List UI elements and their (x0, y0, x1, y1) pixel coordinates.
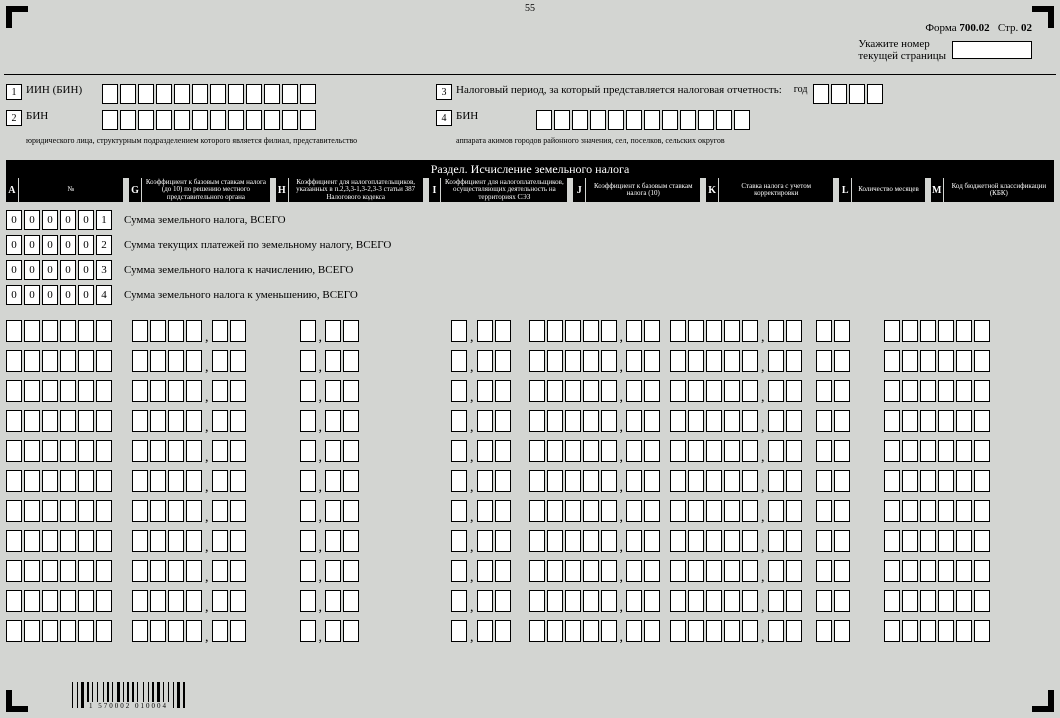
year-label: год (794, 84, 808, 95)
corner-mark-br (1032, 690, 1054, 712)
header-right: Форма 700.02 Стр. 02 Укажите номер текущ… (858, 22, 1032, 62)
field-period: 3 Налоговый период, за который представл… (436, 84, 1056, 104)
field-num-4: 4 (436, 110, 452, 126)
page-input-label: Укажите номер текущей страницы (858, 38, 946, 62)
grid-row[interactable]: ,,,,, (6, 590, 1054, 612)
field4-cells[interactable] (536, 110, 750, 130)
summary-rows: 000001Сумма земельного налога, ВСЕГО0000… (6, 210, 391, 310)
corner-mark-bl (6, 690, 28, 712)
page-label: Стр. (998, 22, 1018, 34)
current-page-input[interactable] (952, 41, 1032, 59)
form-line: Форма 700.02 Стр. 02 (858, 22, 1032, 34)
barcode: 1 570002 010004 (72, 682, 185, 710)
barcode-number: 1 570002 010004 (87, 702, 170, 710)
grid-row[interactable]: ,,,,, (6, 410, 1054, 432)
form-number: 700.02 (959, 22, 989, 34)
field-bin: 2 БИН (6, 110, 436, 130)
page-number: 02 (1021, 22, 1032, 34)
field2-cells[interactable] (102, 110, 316, 130)
grid-row[interactable]: ,,,,, (6, 470, 1054, 492)
field-num-1: 1 (6, 84, 22, 100)
field4-note: аппарата акимов городов районного значен… (456, 136, 1056, 145)
grid-row[interactable]: ,,,,, (6, 530, 1054, 552)
grid-row[interactable]: ,,,,, (6, 560, 1054, 582)
grid-row[interactable]: ,,,,, (6, 620, 1054, 642)
divider-top (4, 74, 1056, 75)
grid-row[interactable]: ,,,,, (6, 320, 1054, 342)
column-headers-row: A№GКоэффициент к базовым ставкам налога … (6, 178, 1054, 202)
form-label: Форма (925, 22, 956, 34)
field1-label: ИИН (БИН) (26, 84, 82, 96)
field2-note: юридического лица, структурным подраздел… (26, 136, 436, 145)
field1-cells[interactable] (102, 84, 316, 104)
field-num-3: 3 (436, 84, 452, 100)
field-num-2: 2 (6, 110, 22, 126)
field-iin-bin: 1 ИИН (БИН) (6, 84, 436, 104)
page-top-number: 55 (0, 3, 1060, 14)
field2-label: БИН (26, 110, 48, 122)
grid-row[interactable]: ,,,,, (6, 500, 1054, 522)
field4-label: БИН (456, 110, 478, 122)
field3-cells[interactable] (813, 84, 883, 104)
field-bin2: 4 БИН (436, 110, 1056, 130)
data-grid: ,,,,,,,,,,,,,,,,,,,,,,,,,,,,,,,,,,,,,,,,… (6, 320, 1054, 650)
grid-row[interactable]: ,,,,, (6, 350, 1054, 372)
field3-label: Налоговый период, за который представляе… (456, 84, 782, 96)
section-title-bar: Раздел. Исчисление земельного налога (6, 160, 1054, 178)
grid-row[interactable]: ,,,,, (6, 440, 1054, 462)
grid-row[interactable]: ,,,,, (6, 380, 1054, 402)
